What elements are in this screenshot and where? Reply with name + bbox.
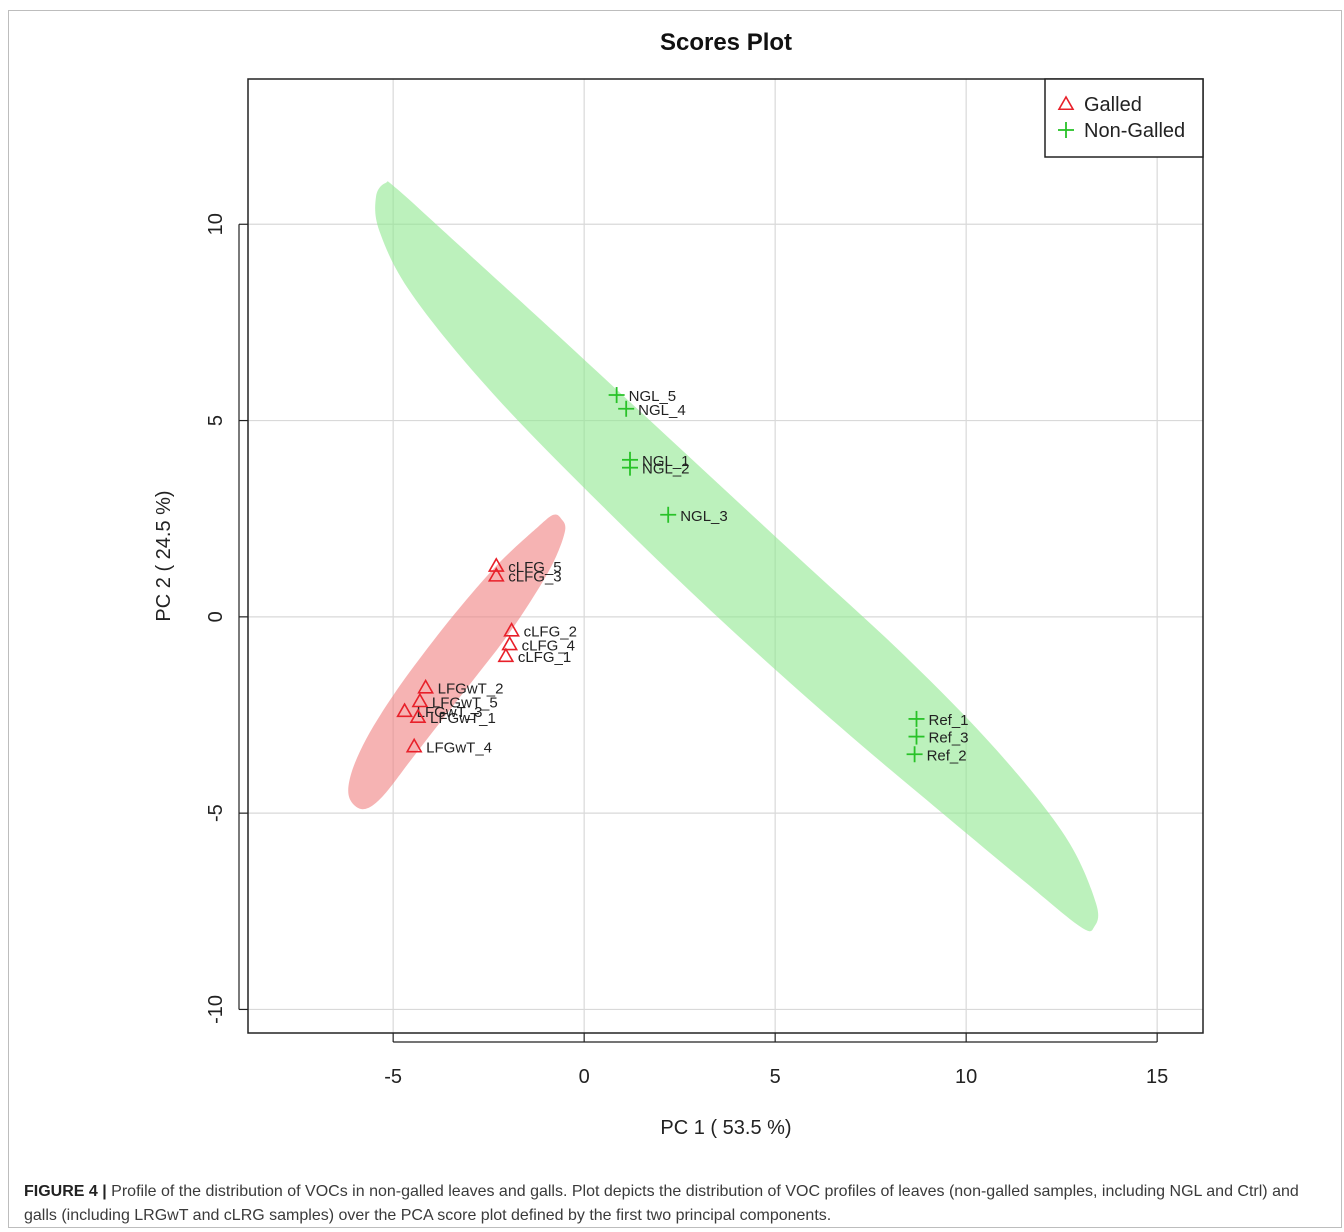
point-label: LFGwT_2 [438,681,504,698]
legend-label: Galled [1084,94,1142,116]
caption-label: FIGURE 4 | [24,1183,107,1200]
data-point-lfgwt_4 [405,737,423,753]
y-axis-label: PC 2 ( 24.5 %) [153,490,175,621]
point-label: cLFG_2 [524,624,577,641]
plot-area-border [247,78,1204,1034]
data-point-clfg_5 [487,557,505,572]
x-tick-label: 5 [770,1066,781,1088]
chart-title: Scores Plot [660,29,792,56]
point-label: LFGwT_4 [426,739,492,756]
data-point-ngl_3 [660,506,677,523]
data-point-lfgwt_1 [409,708,427,724]
x-axis-label: PC 1 ( 53.5 %) [660,1117,791,1139]
legend: Galled Non-Galled [1044,78,1204,158]
data-point-lfgwt_2 [417,678,435,694]
x-tick-label: -5 [384,1066,402,1088]
y-tick-label: -5 [205,804,227,822]
data-point-clfg_3 [487,567,505,582]
data-point-ref_1 [908,710,925,727]
x-tick-label: 0 [579,1066,590,1088]
data-point-clfg_4 [501,635,519,651]
scores-plot: cLFG_5cLFG_3cLFG_2cLFG_4cLFG_1LFGwT_2LFG… [153,29,1204,1139]
confidence-ellipses [348,181,1099,932]
data-point-lfgwt_3 [396,702,413,718]
data-point-ngl_2 [622,459,638,476]
point-label: LFGwT_3 [417,704,483,721]
y-tick-label: 0 [205,611,227,622]
point-label: NGL_1 [642,453,690,470]
point-label: Ref_3 [929,730,969,747]
point-label: NGL_4 [638,402,686,419]
point-label: cLFG_5 [508,559,561,576]
legend-box [1044,78,1204,158]
point-label: NGL_5 [629,388,677,405]
data-point-lfgwt_5 [411,692,429,708]
point-label: Ref_1 [929,712,969,729]
point-label: cLFG_3 [508,569,561,586]
data-points: cLFG_5cLFG_3cLFG_2cLFG_4cLFG_1LFGwT_2LFG… [396,387,969,764]
data-point-clfg_2 [503,621,520,637]
x-tick-label: 15 [1146,1066,1168,1088]
figure-frame [8,10,1342,1228]
x-tick-label: 10 [955,1066,977,1088]
non-galled-ellipse [375,181,1099,932]
y-tick-label: 5 [205,415,227,426]
data-point-ngl_5 [608,387,625,404]
caption-text: Profile of the distribution of VOCs in n… [24,1183,1299,1224]
figure-caption: FIGURE 4 | Profile of the distribution o… [24,1180,1324,1228]
legend-marker-non-galled [1058,122,1074,138]
galled-ellipse [348,514,566,810]
data-point-ref_2 [906,746,923,763]
data-point-clfg_1 [497,647,515,663]
point-label: NGL_2 [642,461,690,478]
data-point-ref_3 [908,728,925,745]
point-label: Ref_2 [927,747,967,764]
point-label: cLFG_1 [518,649,571,666]
point-label: LFGwT_1 [430,710,496,727]
y-axis: -10 -5 0 5 10 [205,213,248,1024]
point-label: LFGwT_5 [432,694,498,711]
point-label: NGL_3 [680,508,728,525]
x-axis: -5 0 5 10 15 [384,1033,1168,1088]
data-point-ngl_4 [618,400,635,417]
point-label: cLFG_4 [522,637,575,654]
legend-marker-galled [1057,95,1075,111]
legend-label: Non-Galled [1084,120,1185,142]
y-tick-label: 10 [205,213,227,235]
y-tick-label: -10 [205,995,227,1024]
